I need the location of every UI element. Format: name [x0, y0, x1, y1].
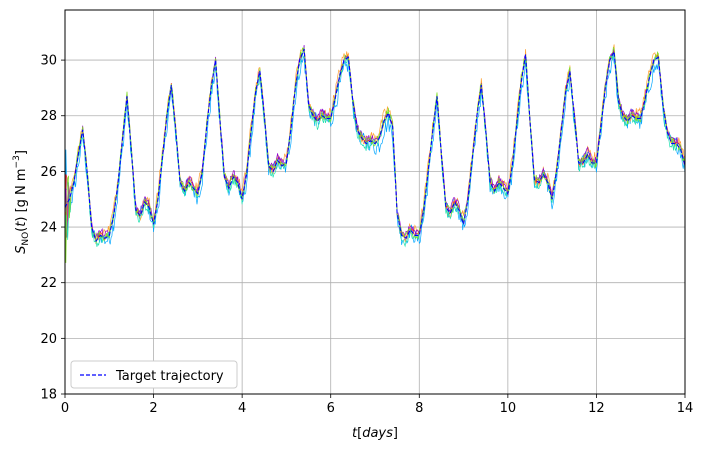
target-trajectory-line [64, 48, 686, 243]
y-ticks: 18 20 22 24 26 28 30 [40, 54, 65, 403]
y-tick-label: 22 [40, 276, 57, 291]
x-tick-label: 14 [677, 401, 694, 416]
y-tick-label: 26 [40, 165, 57, 180]
y-tick-label: 20 [40, 332, 57, 347]
y-tick-label: 30 [40, 54, 57, 69]
y-tick-label: 24 [40, 221, 57, 236]
ensemble-line [64, 46, 686, 263]
target-line-group [64, 48, 686, 243]
x-tick-label: 12 [588, 401, 605, 416]
grid-lines [64, 10, 686, 395]
x-tick-label: 0 [61, 401, 69, 416]
plot-background [65, 10, 685, 394]
x-ticks: 0 2 4 6 8 10 12 14 [61, 394, 693, 416]
legend: Target trajectory [70, 360, 238, 389]
x-tick-label: 8 [415, 401, 423, 416]
legend-label-target: Target trajectory [115, 369, 224, 384]
x-tick-label: 2 [149, 401, 157, 416]
y-tick-label: 18 [40, 388, 57, 403]
legend-box [70, 360, 238, 389]
y-tick-label: 28 [40, 109, 57, 124]
y-axis-label: SNO(t) [g N m−3] [12, 150, 31, 254]
x-tick-label: 6 [327, 401, 335, 416]
plot-frame [64, 9, 686, 395]
x-tick-label: 4 [238, 401, 246, 416]
x-axis-label: t[days] [352, 426, 398, 441]
x-tick-label: 10 [500, 401, 517, 416]
